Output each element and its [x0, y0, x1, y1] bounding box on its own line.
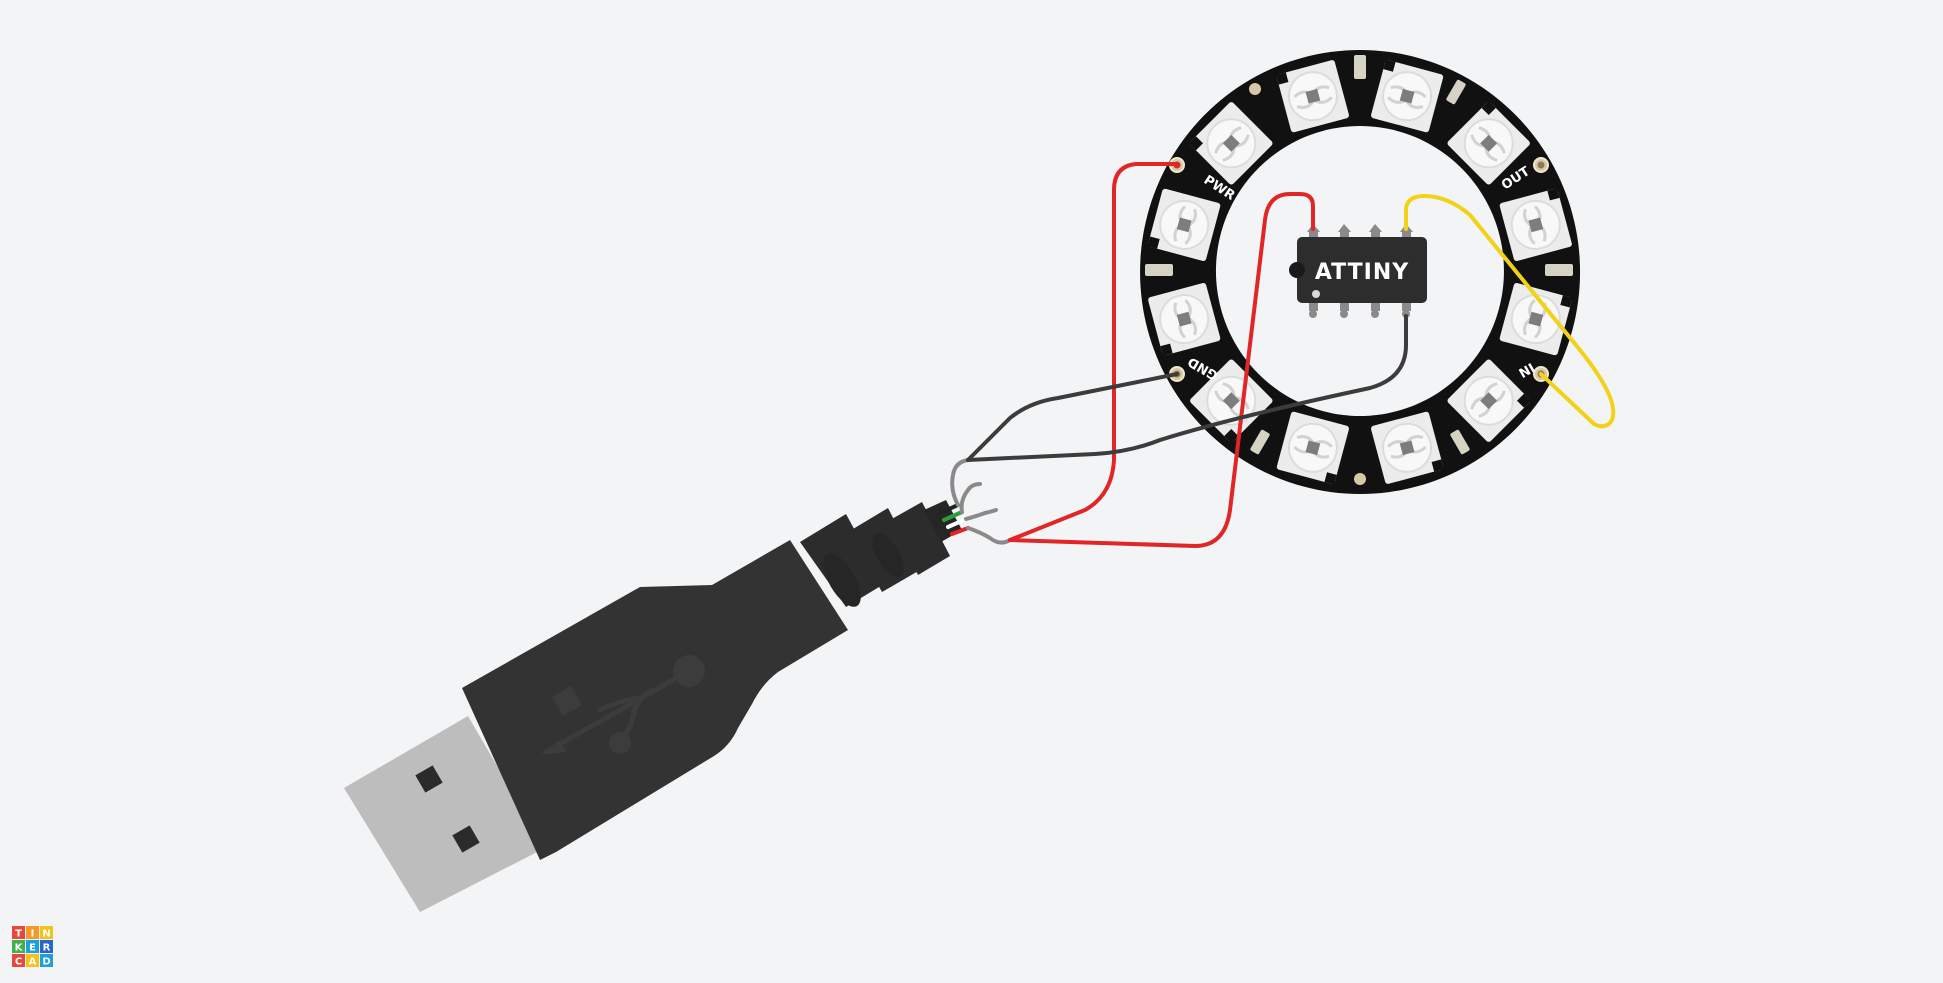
- wire-ground-to-chip[interactable]: [966, 314, 1408, 462]
- chip-top-pins: [1307, 224, 1413, 239]
- wire-data[interactable]: [1404, 194, 1616, 429]
- usb-connector[interactable]: [344, 500, 962, 912]
- logo-cell-3: N: [40, 926, 53, 940]
- lead-white: [946, 517, 968, 529]
- logo-letter: E: [29, 943, 36, 954]
- wires: [938, 162, 1616, 548]
- usb-housing: [462, 540, 848, 860]
- logo-cell-8: A: [26, 954, 39, 968]
- led-12[interactable]: [1276, 59, 1349, 133]
- logo-cell-5: E: [26, 940, 39, 954]
- logo-letter: D: [42, 957, 50, 968]
- wire-power-to-ring[interactable]: [1008, 162, 1179, 542]
- usb-symbol-icon: [541, 655, 705, 755]
- chip-notch: [1289, 262, 1305, 278]
- tinkercad-logo[interactable]: T I N K E R C A D: [12, 926, 53, 968]
- top-pad: [1249, 83, 1261, 95]
- out-pad-center: [1537, 161, 1545, 169]
- led-6[interactable]: [1370, 411, 1444, 484]
- logo-cell-6: R: [40, 940, 53, 954]
- lead-green: [942, 510, 964, 522]
- chip-bottom-pins: [1309, 301, 1411, 318]
- chip-body: [1297, 237, 1427, 303]
- logo-letter: C: [15, 957, 22, 968]
- jumper-gray-4[interactable]: [966, 526, 1012, 545]
- led-5[interactable]: [1446, 358, 1532, 443]
- logo-letter: T: [15, 929, 22, 940]
- wire-power-to-chip[interactable]: [1008, 192, 1315, 548]
- usb-relief-ring-2: [872, 532, 904, 578]
- usb-plug-slot-1: [415, 765, 443, 793]
- led-7[interactable]: [1276, 411, 1349, 485]
- led-2[interactable]: [1446, 100, 1531, 186]
- led-3[interactable]: [1499, 188, 1572, 261]
- resistor-lower-left: [1250, 429, 1270, 455]
- led-9[interactable]: [1147, 282, 1221, 356]
- usb-relief-ring-1: [823, 553, 861, 607]
- resistor-right: [1545, 264, 1573, 276]
- lead-red: [950, 526, 970, 536]
- chip-pin1-dot: [1312, 290, 1320, 298]
- jumper-gray-3[interactable]: [964, 508, 998, 521]
- resistor-left: [1145, 264, 1173, 276]
- led-8[interactable]: [1189, 358, 1274, 444]
- bottom-pad: [1354, 473, 1366, 485]
- wire-ground-to-ring[interactable]: [966, 372, 1179, 462]
- resistor-lower-right: [1450, 429, 1470, 455]
- led-1[interactable]: [1370, 59, 1444, 133]
- logo-cell-4: K: [12, 940, 25, 954]
- logo-letter: R: [43, 943, 51, 954]
- attiny-chip[interactable]: ATTINY: [1289, 224, 1427, 318]
- usb-relief-3: [890, 502, 950, 575]
- pin-label-in: IN: [1516, 359, 1537, 380]
- logo-cell-2: I: [26, 926, 39, 940]
- resistor-top: [1354, 55, 1366, 79]
- neopixel-ring[interactable]: PWR OUT GND IN: [1140, 50, 1581, 494]
- logo-cell-9: D: [40, 954, 53, 968]
- led-group: [1147, 59, 1573, 485]
- led-10[interactable]: [1147, 188, 1221, 261]
- logo-letter: A: [29, 957, 37, 968]
- jumper-gray-2[interactable]: [959, 482, 982, 514]
- jumper-gray-1[interactable]: [950, 458, 970, 507]
- usb-plug-slot-2: [452, 825, 480, 853]
- logo-cell-7: C: [12, 954, 25, 968]
- logo-letter: I: [31, 929, 35, 940]
- logo-cell-1: T: [12, 926, 25, 940]
- lead-black: [938, 503, 960, 515]
- chip-label: ATTINY: [1315, 260, 1409, 285]
- logo-letter: N: [42, 929, 50, 940]
- led-11[interactable]: [1188, 101, 1274, 186]
- logo-letter: K: [15, 943, 24, 954]
- usb-metal-plug: [344, 716, 545, 912]
- resistor-upper-right: [1446, 79, 1466, 105]
